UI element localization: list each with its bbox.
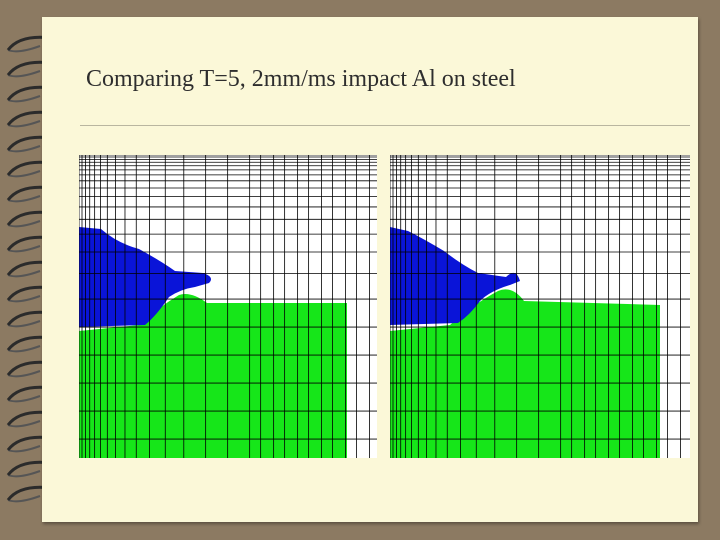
slide-title: Comparing T=5, 2mm/ms impact Al on steel [86,66,516,92]
title-divider [80,125,690,126]
mesh-simulation-left-image [79,155,377,458]
steel-target-right [390,289,660,458]
mesh-simulation-right-image [390,155,690,458]
simulation-panel-left [79,155,377,458]
aluminum-projectile-right [390,227,520,325]
simulation-panel-right [390,155,690,458]
steel-target-left [79,294,347,458]
